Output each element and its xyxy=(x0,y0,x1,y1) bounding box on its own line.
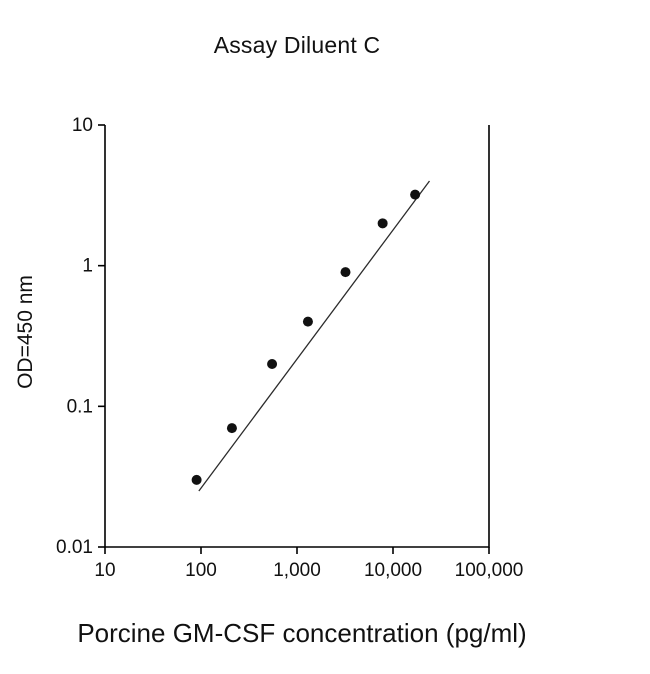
x-tick-label: 100,000 xyxy=(455,560,524,581)
data-point xyxy=(226,423,237,434)
data-point xyxy=(410,189,421,200)
y-tick-label: 10 xyxy=(72,115,93,136)
y-tick-label: 0.01 xyxy=(56,537,93,558)
fit-line xyxy=(198,180,431,492)
x-tick-label: 1,000 xyxy=(273,560,321,581)
x-tick-label: 100 xyxy=(185,560,217,581)
data-point xyxy=(302,316,313,327)
x-tick-label: 10 xyxy=(94,560,115,581)
data-point xyxy=(191,474,202,485)
data-point xyxy=(340,267,351,278)
x-axis-label: Porcine GM-CSF concentration (pg/ml) xyxy=(77,618,527,648)
chart-title: Assay Diluent C xyxy=(213,32,381,58)
y-tick-label: 1 xyxy=(82,256,93,277)
axis-frame xyxy=(104,125,490,548)
data-point xyxy=(377,218,388,229)
x-tick-label: 10,000 xyxy=(364,560,422,581)
y-tick-label: 0.1 xyxy=(67,396,93,417)
data-point xyxy=(267,358,278,369)
